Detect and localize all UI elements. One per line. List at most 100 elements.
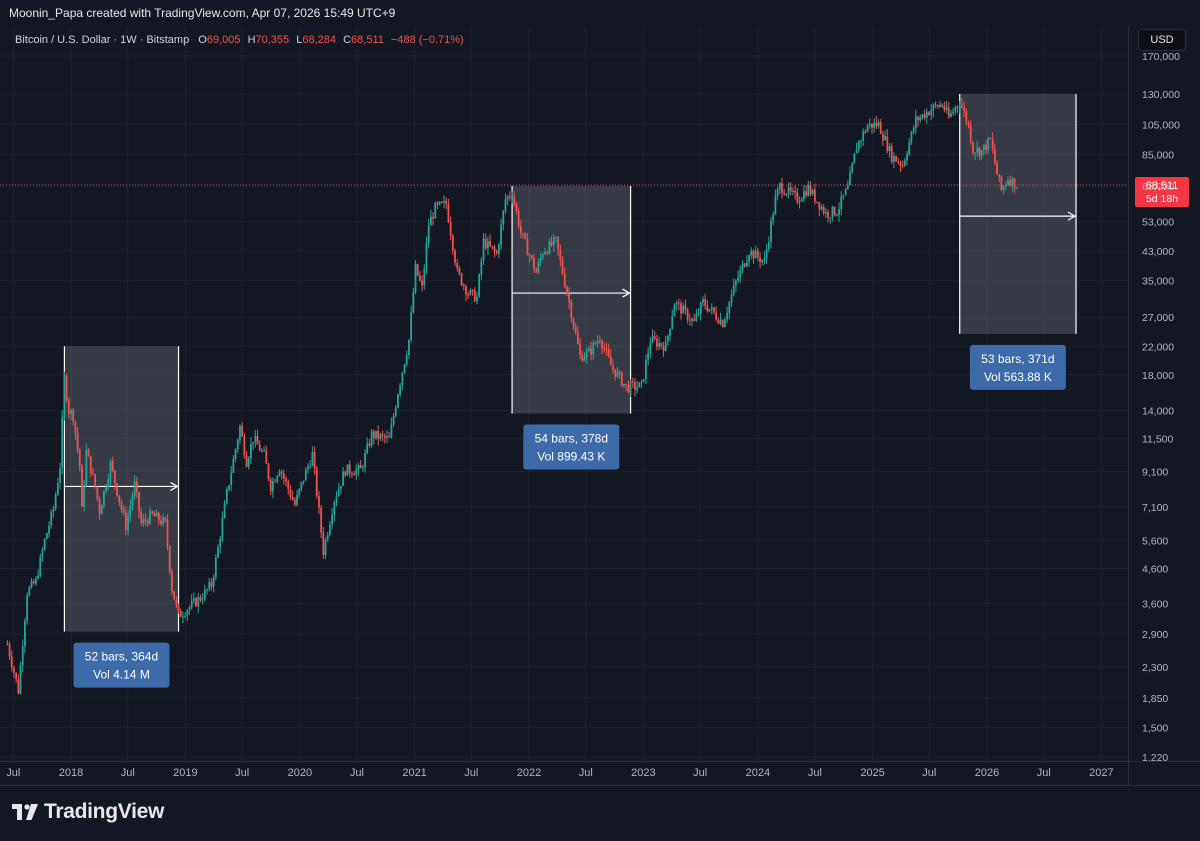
- candle-body: [480, 260, 483, 275]
- candle-body: [186, 610, 189, 616]
- candle-body: [419, 275, 421, 281]
- candle-body: [684, 305, 687, 310]
- candle-body: [225, 489, 228, 504]
- candle-body: [677, 302, 680, 304]
- candle-body: [489, 240, 492, 246]
- candle-body: [254, 436, 257, 443]
- candle-body: [61, 416, 64, 469]
- candle-body: [765, 249, 768, 259]
- candle-body: [849, 172, 851, 186]
- candle-body: [285, 478, 287, 482]
- currency-button[interactable]: USD: [1138, 29, 1186, 51]
- candle-body: [197, 596, 200, 607]
- price-chart[interactable]: 52 bars, 364d Vol 4.14 M 54 bars, 378d Vol …: [0, 26, 1200, 785]
- candle-body: [851, 163, 854, 173]
- legend-change: −488 (−0.71%): [391, 34, 464, 46]
- candle-body: [919, 117, 922, 121]
- range-arrow-head: [1067, 211, 1077, 221]
- candle-body: [627, 384, 630, 393]
- x-tick-label: Jul: [808, 767, 822, 779]
- range-info-label: [73, 642, 170, 688]
- candle-body: [666, 335, 669, 342]
- candle-body: [941, 104, 944, 106]
- candle-body: [157, 512, 160, 521]
- candle-body: [537, 262, 540, 273]
- y-tick-label: 170,000: [1142, 51, 1180, 63]
- y-tick-label: 5,600: [1142, 536, 1168, 548]
- x-tick-label: 2026: [975, 767, 999, 779]
- candle-body: [620, 372, 623, 386]
- candle-body: [996, 162, 998, 175]
- candle-body: [693, 318, 696, 321]
- candle-body: [603, 348, 606, 350]
- candle-body: [524, 233, 527, 239]
- candle-body: [866, 125, 869, 132]
- candle-body: [151, 511, 154, 514]
- candle-body: [587, 348, 590, 352]
- candle-body: [405, 354, 408, 365]
- candle-body: [822, 207, 825, 214]
- candle-body: [759, 257, 761, 262]
- candle-body: [592, 342, 595, 355]
- y-tick-label: 43,000: [1142, 246, 1174, 258]
- candle-body: [392, 415, 395, 425]
- candle-body: [298, 488, 301, 495]
- candle-body: [394, 407, 397, 416]
- range-info-label: [523, 424, 620, 470]
- candle-body: [612, 365, 614, 370]
- candle-body: [155, 512, 158, 517]
- candle-body: [818, 202, 821, 210]
- candle-body: [45, 533, 48, 539]
- candle-body: [653, 336, 656, 340]
- candle-body: [412, 292, 415, 313]
- candle-body: [346, 464, 349, 476]
- candle-body: [590, 348, 592, 355]
- candle-body: [379, 434, 382, 439]
- candle-body: [688, 319, 691, 321]
- candle-body: [37, 576, 39, 579]
- candle-body: [860, 140, 862, 142]
- candle-body: [767, 241, 770, 250]
- candle-body: [309, 465, 312, 467]
- candle-body: [326, 534, 329, 540]
- legend-high-value: 70,355: [256, 34, 290, 46]
- candle-body: [809, 185, 812, 195]
- candle-body: [250, 444, 252, 459]
- candle-body: [743, 263, 746, 267]
- candle-body: [721, 320, 724, 328]
- candle-body: [177, 603, 180, 612]
- candle-body: [269, 478, 272, 492]
- y-tick-label: 11,500: [1142, 433, 1173, 445]
- candle-body: [429, 216, 432, 226]
- range-volume-text: Vol 4.14 M: [93, 668, 150, 682]
- candle-body: [671, 316, 674, 329]
- y-tick-label: 3,600: [1142, 598, 1168, 610]
- candle-body: [109, 461, 112, 480]
- candle-body: [223, 503, 226, 519]
- candle-body: [1015, 187, 1018, 189]
- candle-body: [434, 203, 437, 219]
- y-tick-label: 4,600: [1142, 564, 1168, 576]
- y-tick-label: 2,900: [1142, 629, 1168, 641]
- candle-body: [460, 273, 463, 285]
- tradingview-logo[interactable]: TradingView: [12, 800, 164, 824]
- candle-body: [300, 481, 303, 489]
- candle-body: [998, 174, 1001, 177]
- candle-body: [190, 600, 193, 608]
- candle-body: [971, 142, 974, 154]
- candle-body: [978, 147, 981, 157]
- candle-body: [381, 434, 384, 436]
- candle-body: [83, 485, 86, 507]
- candle-body: [473, 289, 476, 302]
- candle-body: [401, 372, 404, 385]
- candle-body: [67, 400, 70, 414]
- candle-body: [350, 473, 353, 475]
- candle-body: [265, 450, 268, 464]
- candle-body: [59, 468, 61, 483]
- candle-body: [541, 254, 544, 258]
- candle-body: [179, 611, 182, 618]
- candle-body: [10, 656, 13, 668]
- candle-body: [831, 206, 834, 218]
- candle-body: [574, 326, 577, 333]
- candle-body: [214, 557, 217, 577]
